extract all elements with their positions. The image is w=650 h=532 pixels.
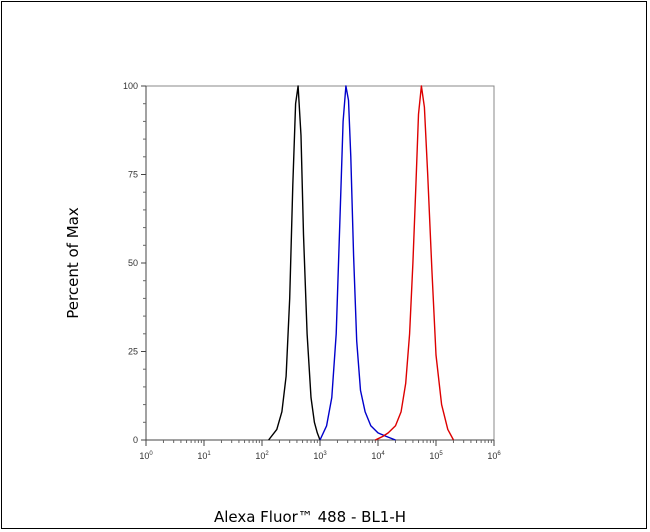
- histogram-series-3: [374, 85, 455, 441]
- x-tick-label: 102: [255, 451, 269, 461]
- y-tick-label: 75: [128, 170, 138, 180]
- histogram-series-2: [319, 85, 396, 441]
- y-tick-label: 100: [123, 81, 138, 91]
- y-tick-label: 50: [128, 258, 138, 268]
- x-tick-label: 104: [371, 451, 385, 461]
- x-axis: 100 101 102 103 104 105 106: [139, 439, 501, 461]
- y-tick-label: 0: [133, 435, 138, 445]
- x-tick-label: 103: [313, 451, 327, 461]
- plot-area: [145, 85, 495, 441]
- histogram-series-1: [268, 85, 321, 441]
- x-tick-label: 101: [197, 451, 211, 461]
- x-tick-label: 100: [139, 451, 153, 461]
- series-layer: [268, 85, 455, 441]
- x-tick-label: 106: [487, 451, 501, 461]
- y-axis: 0 25 50 75 100: [123, 81, 147, 445]
- x-axis-title: Alexa Fluor™ 488 - BL1-H: [214, 508, 406, 526]
- y-axis-title: Percent of Max: [64, 207, 82, 319]
- y-tick-label: 25: [128, 347, 138, 357]
- x-tick-label: 105: [429, 451, 443, 461]
